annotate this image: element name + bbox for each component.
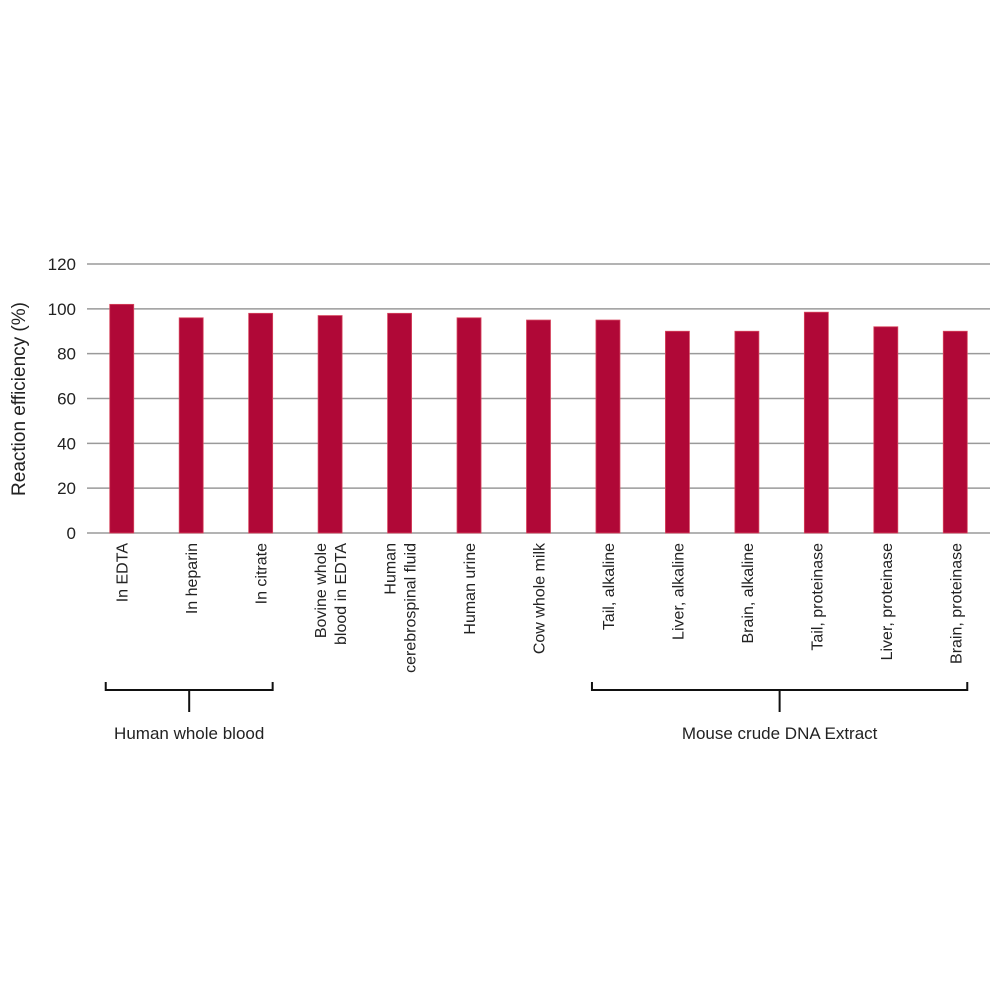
bar [387,312,412,534]
bar [317,315,343,534]
bar [248,312,274,534]
x-tick-label: Brain, proteinase [948,543,965,664]
bar [526,319,551,534]
bar [456,317,482,534]
bar [665,330,690,534]
y-tick-label: 60 [57,390,76,409]
bar [734,330,760,534]
y-tick-label: 40 [57,434,76,453]
y-tick-label: 120 [48,255,76,274]
group-label: Human whole blood [114,724,264,743]
group-bracket [104,682,274,712]
bar [109,303,135,534]
x-tick-label: In EDTA [115,543,132,603]
bar [942,330,968,534]
x-tick-label: In citrate [254,543,271,604]
y-tick-label: 100 [48,300,76,319]
bar [873,326,899,534]
group-label: Mouse crude DNA Extract [682,724,878,743]
bar [178,317,204,534]
y-axis-label: Reaction efficiency (%) [9,302,30,496]
bar [595,319,621,534]
x-tick-label: Liver, alkaline [670,543,687,640]
x-tick-label: Brain, alkaline [740,543,757,644]
x-tick-label: Tail, alkaline [601,543,618,630]
x-tick-label: Cow whole milk [532,542,549,654]
y-tick-label: 20 [57,479,76,498]
x-tick-label: Bovine whole blood in EDTA [313,543,350,645]
y-tick-label: 80 [57,345,76,364]
bar [803,311,829,534]
group-bracket [590,682,969,712]
x-tick-label: Liver, proteinase [879,543,896,661]
x-tick-label: Tail, proteinase [809,543,826,651]
y-tick-label: 0 [67,524,76,543]
x-tick-label: Human cerebrospinal fluid [383,543,420,673]
x-tick-label: Human urine [462,543,479,635]
x-tick-label: In heparin [184,543,201,614]
